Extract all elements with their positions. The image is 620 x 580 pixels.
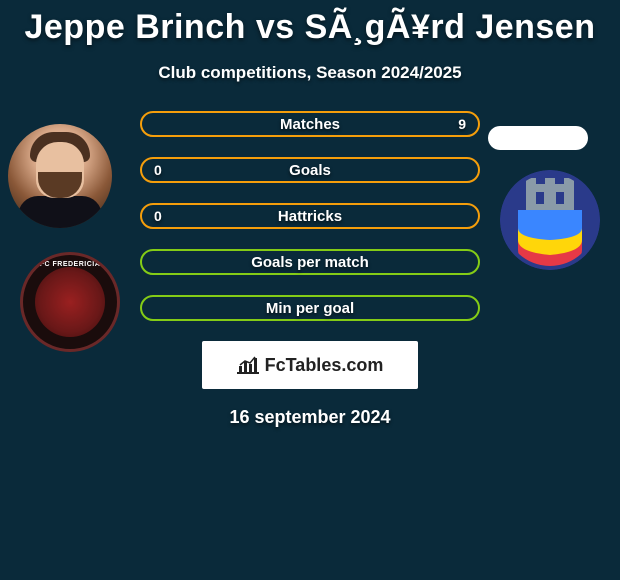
stat-row: 0 Goals	[140, 157, 480, 183]
stats-container: Matches 9 0 Goals 0 Hattricks Goals per match M…	[140, 111, 480, 321]
club-left-badge: FC FREDERICIA	[20, 252, 120, 352]
stat-value-left: 0	[154, 208, 162, 224]
stat-label: Goals per match	[251, 254, 369, 271]
avatar-shirt	[18, 196, 102, 228]
club-right-badge	[500, 170, 600, 270]
subtitle: Club competitions, Season 2024/2025	[0, 63, 620, 83]
branding-badge: FcTables.com	[202, 341, 418, 389]
stat-value-left: 0	[154, 162, 162, 178]
player-right-placeholder	[488, 126, 588, 150]
club-right-svg	[500, 170, 600, 270]
stat-row: 0 Hattricks	[140, 203, 480, 229]
stat-value-right: 9	[458, 116, 466, 132]
date-text: 16 september 2024	[0, 407, 620, 428]
stat-label: Matches	[280, 116, 340, 133]
bar-chart-icon	[237, 356, 259, 374]
stat-label: Min per goal	[266, 300, 354, 317]
stat-label: Goals	[289, 162, 331, 179]
page-title: Jeppe Brinch vs SÃ¸gÃ¥rd Jensen	[0, 0, 620, 47]
club-left-inner	[35, 267, 105, 337]
player-left-avatar	[8, 124, 112, 228]
branding-text: FcTables.com	[265, 355, 384, 376]
stat-row: Goals per match	[140, 249, 480, 275]
stat-row: Matches 9	[140, 111, 480, 137]
stat-label: Hattricks	[278, 208, 342, 225]
stat-row: Min per goal	[140, 295, 480, 321]
